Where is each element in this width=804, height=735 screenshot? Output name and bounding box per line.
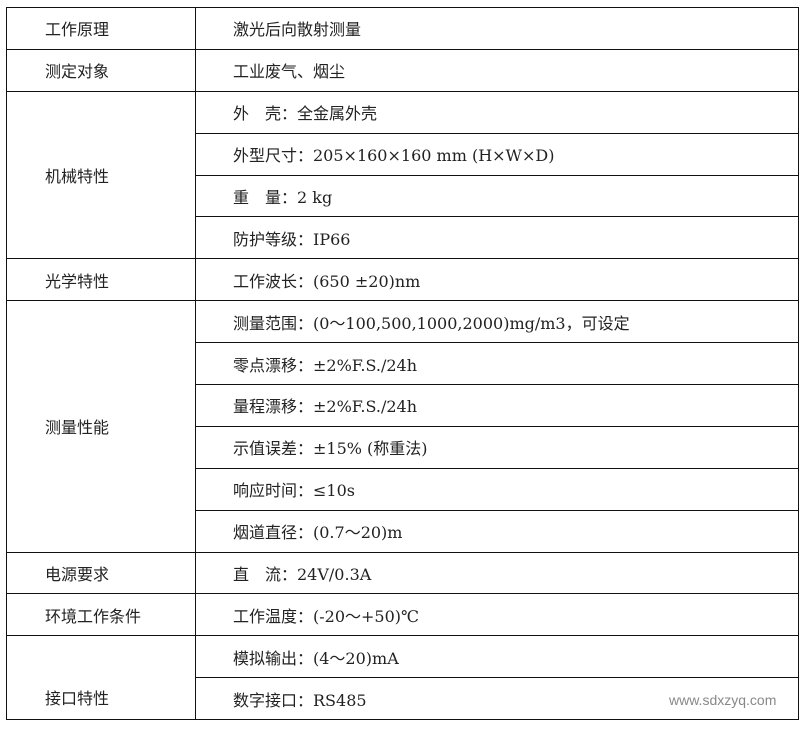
table-row: 工作原理 激光后向散射测量 [6,7,799,50]
spec-value: 工业废气、烟尘 [195,48,799,92]
spec-value: 直 流：24V/0.3A [195,551,799,595]
table-row: 烟道直径：(0.7～20)m [7,509,799,553]
table-row: 重 量：2 kg [7,174,799,218]
spec-category: 工作原理 [6,7,196,50]
table-row: 光学特性 工作波长：(650 ±20)nm [6,258,799,302]
table-row: 环境工作条件 工作温度：(-20～+50)℃ [6,593,799,637]
spec-category: 光学特性 [6,258,196,302]
spec-value: 工作波长：(650 ±20)nm [195,258,799,302]
table-row: 接口特性 模拟输出：(4～20)mA [6,635,799,721]
table-row: 外型尺寸：205×160×160 mm (H×W×D) [7,132,799,176]
spec-value: 零点漂移：±2%F.S./24h [195,342,799,386]
spec-value: 外型尺寸：205×160×160 mm (H×W×D) [195,132,799,176]
spec-category: 电源要求 [6,551,196,595]
table-row: 零点漂移：±2%F.S./24h [7,342,799,386]
spec-category: 接口特性 [6,635,196,721]
spec-value: 烟道直径：(0.7～20)m [195,509,799,553]
spec-category: 机械特性 [6,90,196,260]
spec-value: 示值误差：±15% (称重法) [195,425,799,469]
spec-value: 数字接口：RS485 [195,677,799,721]
table-row: 数字接口：RS485 [7,677,799,721]
spec-category: 测定对象 [6,48,196,92]
spec-value: 测量范围：(0～100,500,1000,2000)mg/m3，可设定 [195,300,799,344]
spec-value: 外 壳：全金属外壳 [195,90,799,134]
spec-value: 模拟输出：(4～20)mA [195,635,799,679]
table-row: 测定对象 工业废气、烟尘 [6,48,799,92]
table-row: 示值误差：±15% (称重法) [7,425,799,469]
spec-table: 工作原理 激光后向散射测量 测定对象 工业废气、烟尘 机械特性外 壳：全金属外壳 外型尺寸… [6,7,799,721]
spec-value: 防护等级：IP66 [195,216,799,260]
spec-category: 环境工作条件 [6,593,196,637]
spec-value: 激光后向散射测量 [195,7,799,50]
table-row: 响应时间：≤10s [7,467,799,511]
watermark: www.sdxzyq.com [669,692,777,708]
spec-value: 重 量：2 kg [195,174,799,218]
spec-value: 量程漂移：±2%F.S./24h [195,384,799,427]
spec-value: 响应时间：≤10s [195,467,799,511]
table-row: 量程漂移：±2%F.S./24h [7,384,799,427]
table-row: 机械特性外 壳：全金属外壳 [6,90,799,260]
table-row: 测量性能 测量范围：(0～100,500,1000,2000)mg/m3，可设定 [6,300,799,553]
table-row: 电源要求直 流：24V/0.3A [6,551,799,595]
spec-value: 工作温度：(-20～+50)℃ [195,593,799,637]
spec-category: 测量性能 [6,300,196,553]
